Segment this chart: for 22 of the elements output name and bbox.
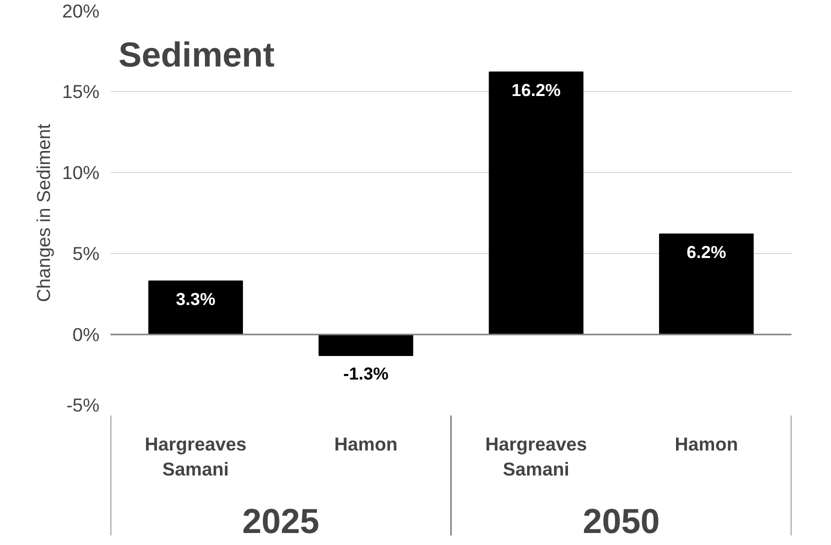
y-axis-title: Changes in Sediment	[33, 122, 54, 302]
text: 2050	[582, 503, 660, 542]
bar	[488, 72, 584, 335]
y-tick-label: -5%	[66, 394, 100, 416]
y-tick-label: 5%	[72, 243, 100, 264]
bar	[148, 280, 243, 335]
y-tick-label: 0%	[72, 324, 100, 345]
data-label: -1.3%	[343, 364, 389, 384]
y-tick-label: 15%	[62, 81, 100, 102]
x-tick-label: Hargreaves Samani	[144, 434, 246, 480]
data-label: 3.3%	[176, 289, 216, 310]
y-tick-label: 10%	[62, 162, 100, 183]
x-tick-label: Hamon	[334, 434, 398, 454]
x-tick-label: Hargreaves Samani	[485, 434, 587, 480]
text: Sediment	[118, 36, 275, 74]
y-tick-label: 20%	[62, 0, 100, 22]
bar	[318, 334, 414, 356]
data-label: 6.2%	[686, 242, 726, 262]
bar	[659, 234, 754, 335]
text: 2025	[242, 503, 320, 542]
data-label: 16.2%	[512, 80, 561, 100]
x-tick-label: Hamon	[674, 434, 738, 454]
